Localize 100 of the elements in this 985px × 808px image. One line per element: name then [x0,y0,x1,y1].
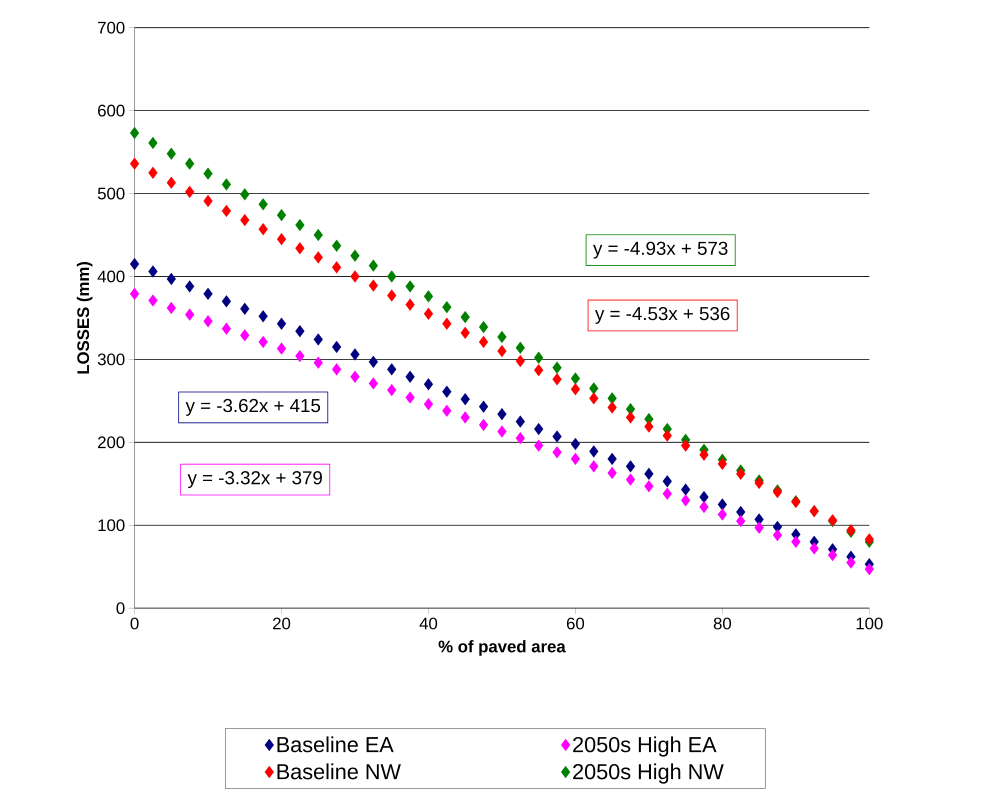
y-tick-label: 700 [98,22,125,34]
point [166,272,176,286]
point [552,373,562,386]
point [552,430,562,443]
point [699,448,709,461]
point [258,223,268,236]
point [185,186,194,198]
point [240,214,250,226]
point [166,302,176,314]
point [662,430,672,442]
point [497,425,507,438]
point [424,378,434,390]
point [240,188,250,201]
point [332,240,342,252]
y-tick-label: 200 [98,436,125,448]
point [478,418,488,432]
point [130,288,140,300]
point [589,460,598,473]
point [405,370,415,383]
point [754,522,764,534]
point [516,342,525,354]
point [368,279,378,292]
point [387,363,396,376]
point [368,260,378,272]
x-tick-label: 100 [856,618,883,630]
point [185,280,194,293]
point [608,466,617,480]
y-tick-label: 600 [98,104,125,117]
point [680,483,690,496]
point [405,280,415,293]
point [332,340,342,354]
point [295,325,305,338]
point [608,401,617,414]
annotation: y = -3.62x + 415 [186,398,320,416]
point [387,270,396,283]
y-tick-label: 300 [98,353,125,366]
point [478,336,488,348]
point [552,446,562,458]
point [626,460,636,473]
y-tick-label: 400 [98,270,125,282]
point [185,158,194,170]
point [662,488,672,500]
point [644,468,654,480]
point [314,228,323,242]
point [552,362,562,374]
point [314,356,323,369]
point [626,411,636,424]
point [478,320,488,334]
point [166,176,176,189]
y-tick-label: 500 [98,188,125,200]
point [203,168,213,180]
y-axis-title: LOSSES (mm) [76,262,92,374]
point [148,166,158,179]
point [332,363,342,376]
point [680,440,690,452]
point [516,415,525,428]
point [864,563,874,576]
point [350,370,360,383]
point [295,218,305,232]
point [534,364,544,376]
point [736,506,746,518]
point [460,326,470,340]
annotation: y = -4.53x + 536 [595,307,730,324]
point [387,289,396,302]
point [148,136,158,150]
point [570,452,580,466]
point [534,352,544,364]
point [314,333,323,346]
point [222,322,232,335]
point [240,302,250,315]
point [718,508,728,521]
point [203,194,213,208]
y-tick-label: 0 [116,602,125,614]
point [276,318,286,330]
point [478,400,488,413]
point [497,408,507,420]
point [791,536,800,548]
point [608,392,617,405]
point [130,126,140,140]
point [570,438,580,450]
point [460,393,470,406]
point [387,384,396,396]
point [424,308,434,320]
point [295,242,305,254]
point [258,310,268,322]
point [240,329,250,342]
point [424,398,434,410]
x-tick-label: 0 [130,618,139,630]
point [166,148,176,160]
point [405,298,415,311]
point [460,310,470,324]
point [534,440,544,452]
point [772,529,782,542]
point [185,308,194,321]
point [699,490,709,504]
point [644,480,654,492]
point [662,475,672,488]
point [350,250,360,262]
point [718,498,728,511]
x-tick-label: 20 [273,618,290,630]
